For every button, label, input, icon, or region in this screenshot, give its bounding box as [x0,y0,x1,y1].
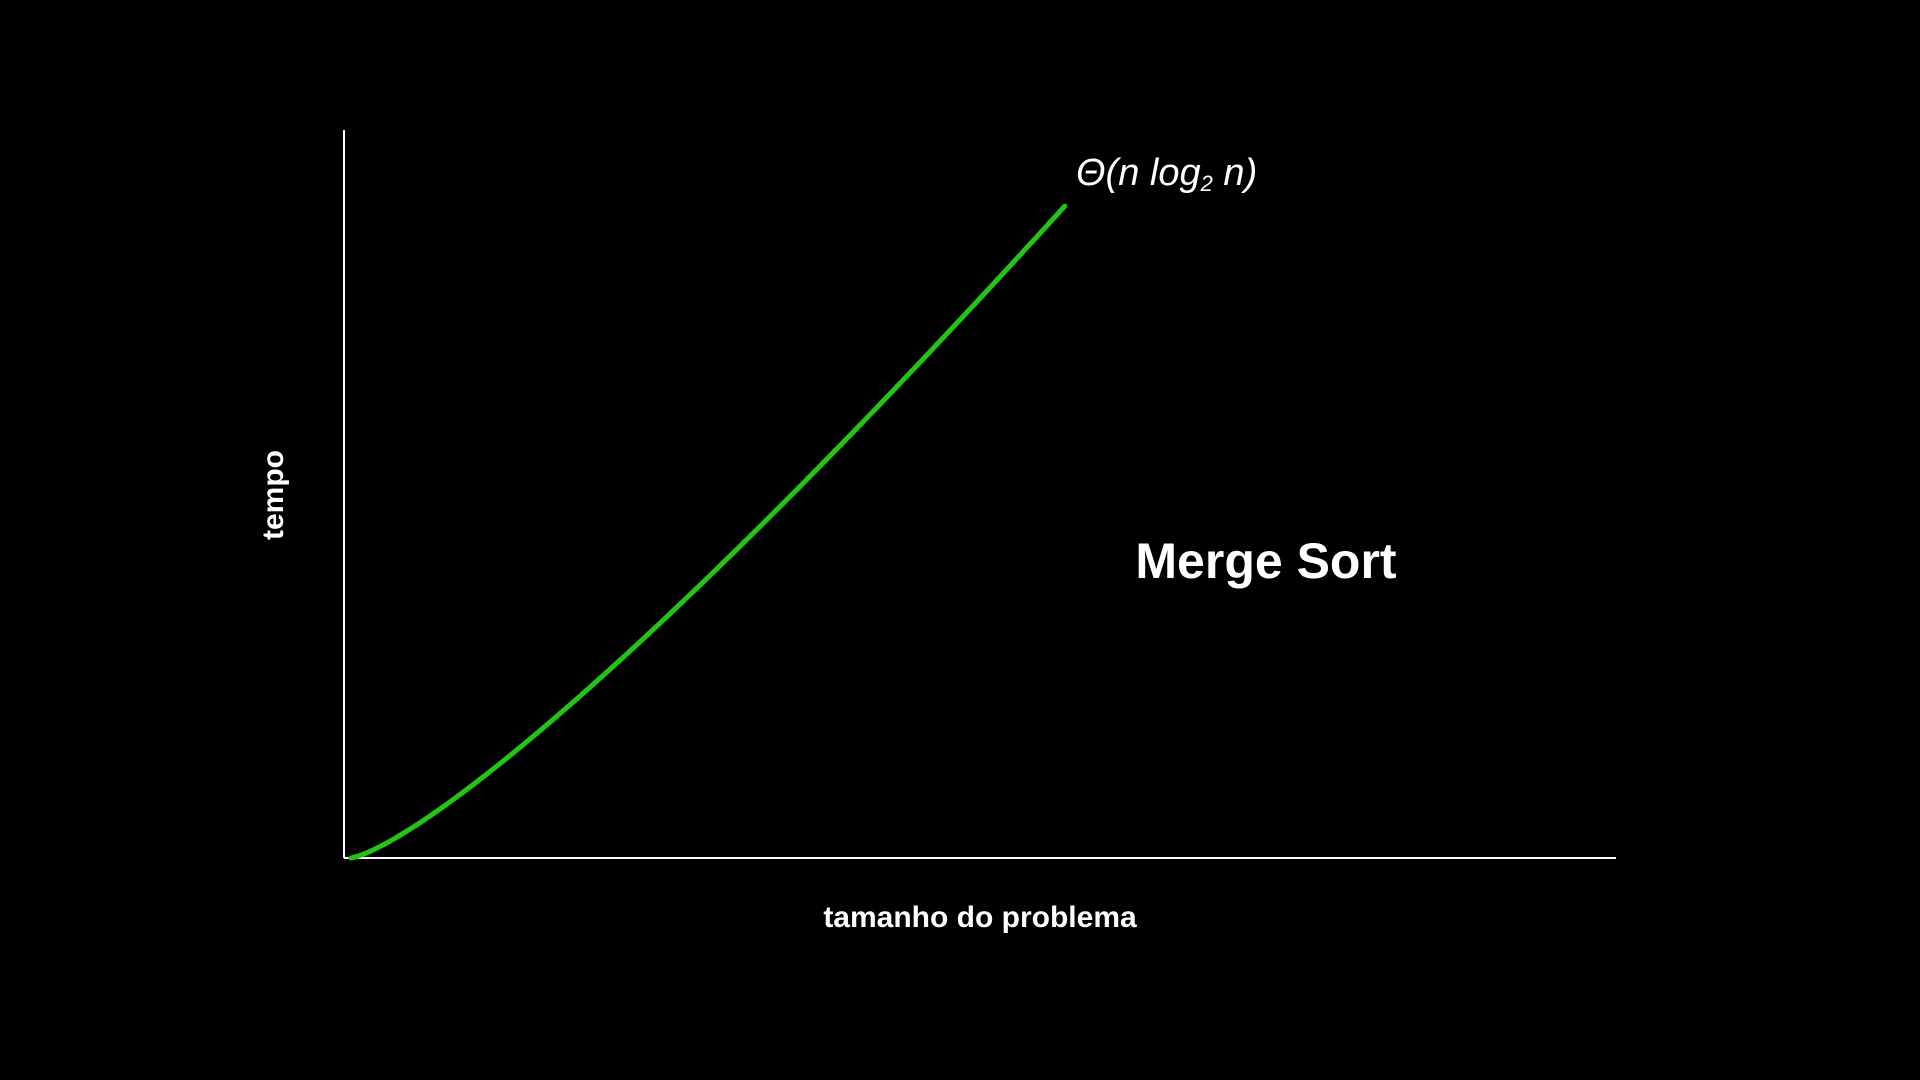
y-axis-label: tempo [257,450,290,540]
chart-title: Merge Sort [1135,533,1397,589]
x-axis-label: tamanho do problema [823,901,1137,934]
series-label-suffix: n) [1213,152,1257,194]
series-label-subscript: 2 [1200,171,1213,196]
series-label: Θ(n log2 n) [1076,152,1257,196]
series-line-n-log-n [348,203,1068,861]
series-label-prefix: Θ(n log [1076,152,1201,194]
